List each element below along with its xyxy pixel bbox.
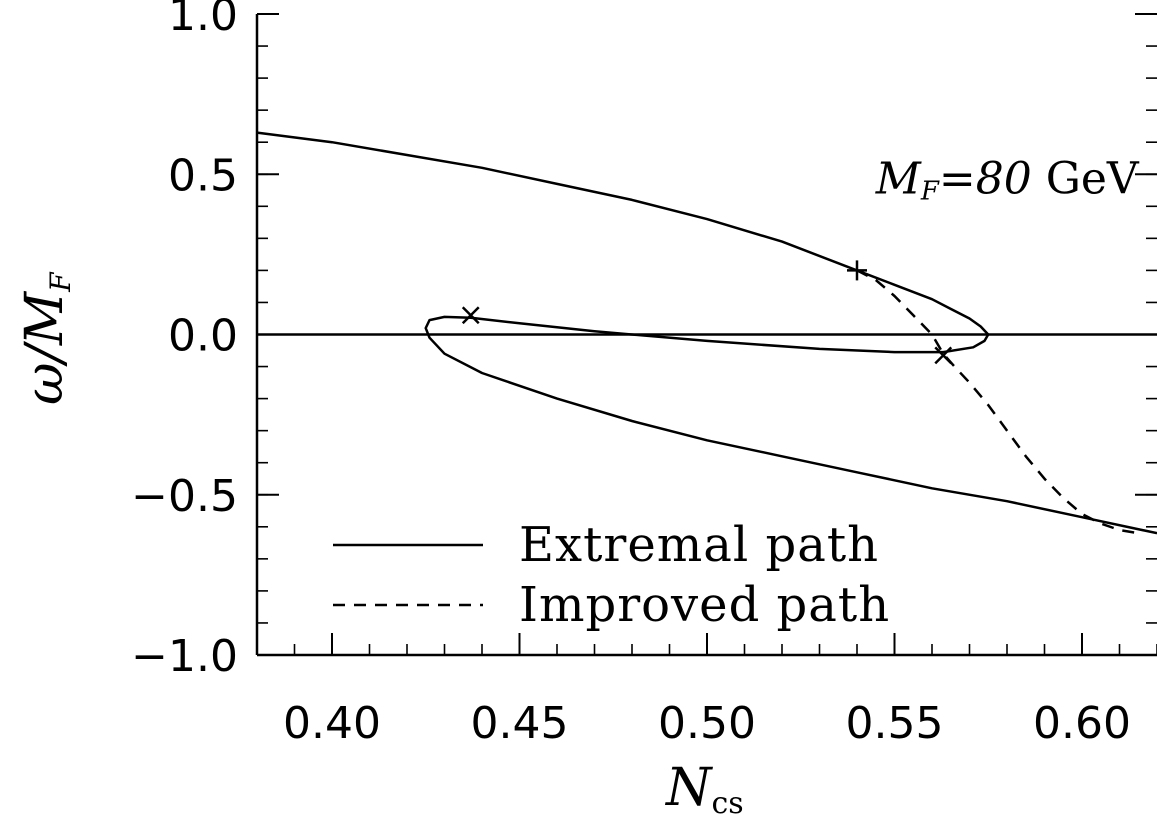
y-axis-title-main: ω/M xyxy=(15,290,75,405)
y-tick-label: 0.0 xyxy=(168,311,238,362)
annotation-eq: =80 xyxy=(939,153,1032,204)
axis-tick-labels: 0.40 0.45 0.50 0.55 0.60 −1.0 −0.5 0.0 0.5 1.0 xyxy=(131,0,1131,749)
marker-stroke xyxy=(934,346,953,365)
annotation-sub: F xyxy=(920,176,940,206)
legend-label: Improved path xyxy=(519,577,890,633)
extremal-path-line xyxy=(256,131,1157,535)
x-axis-title-sub: cs xyxy=(712,786,744,817)
annotation-var: M xyxy=(875,153,922,204)
series-layer xyxy=(256,131,1157,535)
x-axis-title-main: N xyxy=(664,758,713,817)
x-tick-label: 0.40 xyxy=(283,698,381,749)
cross-marker xyxy=(934,346,953,365)
y-axis-title: ω/MF xyxy=(15,271,77,405)
x-tick-label: 0.45 xyxy=(471,698,569,749)
y-axis-title-sub: F xyxy=(44,271,77,293)
x-tick-label: 0.55 xyxy=(846,698,944,749)
marker-layer xyxy=(461,260,953,365)
plus-marker xyxy=(847,260,867,281)
y-tick-label: −1.0 xyxy=(131,631,238,682)
improved-path-line xyxy=(856,269,1139,535)
mass-annotation: MF=80 GeV xyxy=(875,153,1140,206)
y-tick-label: −0.5 xyxy=(131,471,238,522)
cross-marker xyxy=(461,306,480,325)
x-tick-label: 0.50 xyxy=(658,698,756,749)
x-axis-title: Ncs xyxy=(664,758,744,817)
y-tick-label: 0.5 xyxy=(168,150,238,201)
x-tick-label: 0.60 xyxy=(1033,698,1131,749)
legend-label: Extremal path xyxy=(519,517,879,573)
annotation-unit: GeV xyxy=(1032,153,1140,204)
y-tick-label: 1.0 xyxy=(168,0,238,41)
axis-ticks xyxy=(256,13,1157,656)
marker-stroke xyxy=(461,306,480,325)
